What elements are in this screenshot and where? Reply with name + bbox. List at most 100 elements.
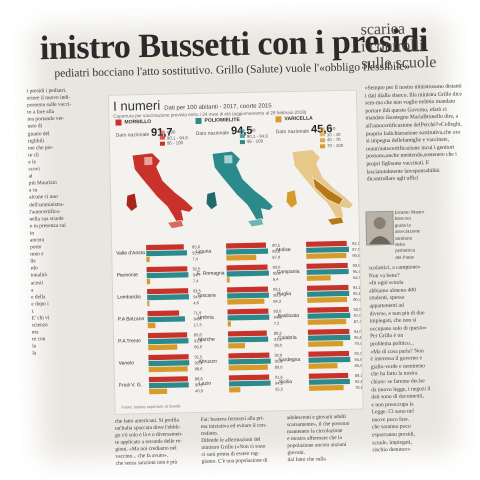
bar-morbillo: [147, 288, 189, 295]
bar-value-label: 94,5: [275, 381, 284, 386]
bar-value-label: 95,9: [274, 359, 283, 364]
person-photo-icon: [369, 217, 392, 245]
bar-varicella: [306, 252, 347, 259]
vaccine-swatch: [115, 119, 122, 126]
bar-varicella: [309, 384, 344, 391]
map-legend-item: 95 - 100: [239, 138, 270, 145]
region-label: P.A Bolzano: [118, 316, 145, 323]
bar-value-label: 93,1: [273, 287, 282, 292]
region-label: Lazio: [199, 381, 211, 387]
bar-morbillo: [226, 242, 266, 249]
region-label: Sardegna: [278, 357, 300, 363]
vaccine-swatch: [195, 117, 202, 124]
bar-value-label: 90,3: [195, 382, 204, 387]
legend-swatch: [239, 128, 245, 133]
bar-varicella: [228, 343, 245, 349]
bar-value-label: 93,0: [273, 265, 282, 270]
vaccine-name: POLIOMIELITE: [195, 116, 275, 124]
bar-poliomielite: [307, 290, 350, 297]
legend-label: 95 - 100: [246, 138, 264, 145]
vaccine-name-text: MORBILLO: [124, 118, 152, 126]
bar-value-label: 91,1: [274, 337, 283, 342]
bar-varicella: [147, 322, 156, 329]
bar-value-label: 94,0: [354, 329, 362, 334]
bar-value-label: 95,8: [354, 335, 362, 340]
bar-morbillo: [307, 328, 350, 335]
bar-value-label: 17,3: [194, 322, 203, 327]
bar-value-label: 97,0: [352, 247, 361, 252]
bar-value-label: 93,5: [353, 263, 362, 268]
bar-value-label: 94,8: [354, 357, 362, 362]
bar-morbillo: [228, 374, 270, 381]
article-line: la: [32, 350, 37, 357]
vaccine-name-text: POLIOMIELITE: [204, 117, 240, 124]
article-line: di questo Governo, e: [385, 106, 433, 114]
bar-value-label: 84,8: [194, 316, 203, 321]
bar-poliomielite: [148, 360, 190, 367]
region-label: Piemonte: [117, 272, 138, 278]
bar-value-label: 89,0: [194, 332, 203, 337]
bar-varicella: [146, 278, 151, 285]
bar-value-label: 95,9: [273, 271, 282, 276]
bar-value-label: 90,5: [272, 243, 281, 248]
article-line: l'autocertificazione del: [369, 122, 421, 130]
bar-value-label: 25,5: [275, 387, 284, 392]
bar-value-label: 92,3: [354, 351, 362, 356]
article-line: dal fatto che sulla: [287, 456, 326, 464]
region-label: Marche: [198, 337, 215, 343]
article-line: un'autocertificazione in: [373, 144, 426, 153]
bar-value-label: 93,0: [274, 353, 283, 358]
region-label: Calabria: [278, 335, 297, 341]
bar-varicella: [308, 340, 344, 347]
bar-morbillo: [306, 262, 348, 269]
region-label: Sicilia: [279, 379, 292, 385]
region-label: Campania: [277, 269, 300, 275]
bar-value-label: 93,9: [353, 307, 362, 312]
legend-label: 95 - 100: [166, 140, 184, 146]
bar-varicella: [146, 256, 150, 263]
right-column-headline: scariea i controlli sulle scuole: [360, 19, 461, 73]
bar-value-label: 85,6: [192, 244, 201, 249]
bar-value-label: 94,7: [193, 272, 202, 277]
region-label: Lombardia: [117, 294, 141, 300]
bar-value-label: 4,6: [193, 300, 199, 305]
left-article-column: i presidi i pediatri. eriore il nuovo ind…: [27, 87, 111, 471]
bar-varicella: [227, 321, 231, 327]
national-average-label: Dato nazionale: [275, 128, 310, 136]
bar-poliomielite: [226, 248, 269, 255]
bar-poliomielite: [147, 294, 189, 301]
bar-value-label: 89,3: [355, 373, 362, 378]
bar-poliomielite: [306, 268, 349, 275]
bar-value-label: 93,5: [193, 288, 202, 293]
legend-swatch: [159, 141, 166, 146]
region-label: Valle d'Aosta: [116, 250, 145, 257]
bar-varicella: [226, 254, 257, 261]
infographic-title-text: I numeri: [113, 97, 161, 114]
bar-value-label: 7,2: [274, 321, 280, 326]
bar-value-label: 92,4: [195, 360, 204, 365]
region-label: P.A Trento: [118, 338, 141, 344]
legend-swatch: [319, 138, 325, 143]
bar-varicella: [308, 363, 338, 369]
bottom-article-columns: che fatto americani. Si profila un'Italia…: [115, 413, 368, 472]
bar-value-label: 92,8: [355, 379, 362, 384]
bar-morbillo: [226, 286, 269, 293]
bar-morbillo: [228, 352, 270, 359]
bar-morbillo: [308, 350, 350, 357]
bar-value-label: 7,4: [192, 256, 198, 261]
bar-poliomielite: [146, 272, 189, 279]
vaccine-swatch: [275, 116, 282, 123]
bar-poliomielite: [228, 358, 271, 365]
bar-value-label: 66,0: [194, 344, 203, 349]
region-label: Abruzzo: [198, 359, 217, 365]
bar-varicella: [306, 275, 331, 281]
bar-value-label: 79,4: [354, 341, 362, 346]
bar-poliomielite: [228, 336, 269, 343]
bar-varicella: [149, 388, 168, 395]
bar-poliomielite: [308, 356, 351, 363]
bar-value-label: 94,9: [193, 294, 202, 299]
bar-value-label: 91,8: [194, 338, 203, 343]
bar-value-label: 95,0: [273, 293, 282, 298]
